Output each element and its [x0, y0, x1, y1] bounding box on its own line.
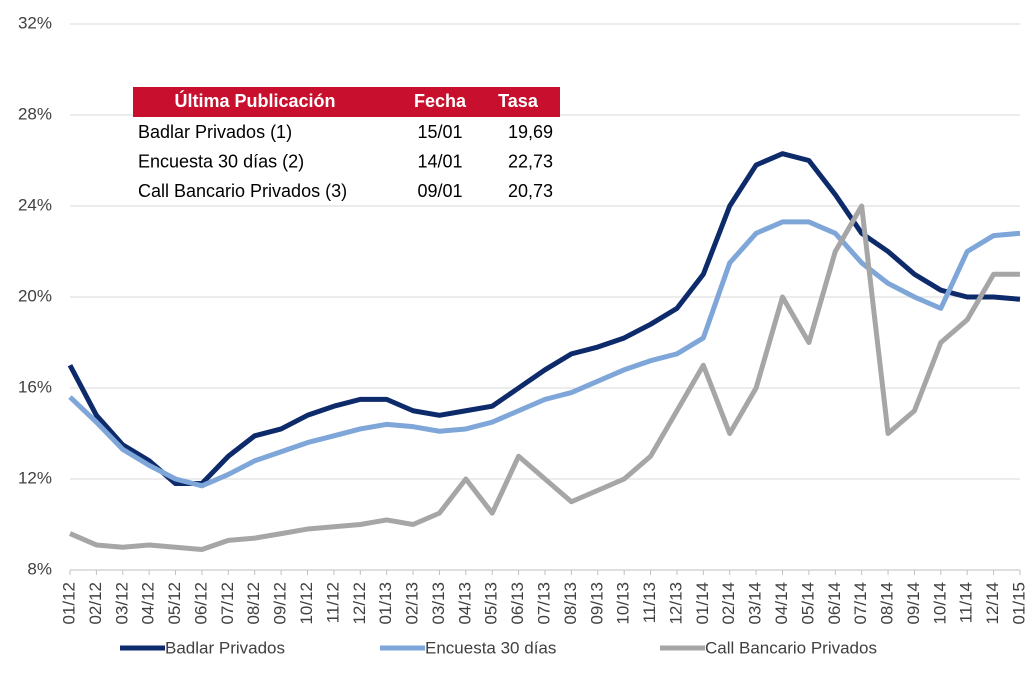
- x-tick-label: 12/14: [983, 582, 1002, 625]
- table-cell: 19,69: [508, 122, 553, 142]
- x-tick-label: 01/12: [59, 582, 78, 625]
- legend-label: Encuesta 30 días: [425, 638, 556, 657]
- x-tick-label: 07/13: [534, 582, 553, 625]
- x-tick-label: 10/13: [614, 582, 633, 625]
- y-tick-label: 20%: [18, 286, 52, 305]
- table-header-bg: [133, 87, 560, 117]
- table-cell: Call Bancario Privados (3): [138, 181, 347, 201]
- x-tick-label: 11/12: [323, 582, 342, 623]
- table-header: Tasa: [498, 91, 539, 111]
- table-cell: Badlar Privados (1): [138, 122, 292, 142]
- y-tick-label: 32%: [18, 13, 52, 32]
- x-tick-label: 06/12: [191, 582, 210, 625]
- table-cell: 22,73: [508, 151, 553, 171]
- x-tick-label: 11/13: [640, 582, 659, 623]
- x-tick-label: 11/14: [957, 582, 976, 623]
- y-tick-label: 24%: [18, 195, 52, 214]
- x-tick-label: 05/13: [482, 582, 501, 625]
- table-cell: 20,73: [508, 181, 553, 201]
- line-series: [69, 203, 1020, 553]
- x-tick-label: 09/14: [904, 582, 923, 625]
- x-tick-label: 01/15: [1009, 582, 1028, 625]
- x-tick-label: 03/12: [112, 582, 131, 625]
- legend-label: Call Bancario Privados: [705, 638, 877, 657]
- x-tick-label: 12/12: [350, 582, 369, 625]
- x-tick-label: 03/14: [746, 582, 765, 625]
- x-tick-label: 06/13: [508, 582, 527, 625]
- y-tick-label: 28%: [18, 104, 52, 123]
- x-tick-label: 08/13: [561, 582, 580, 625]
- table-cell: Encuesta 30 días (2): [138, 151, 304, 171]
- x-tick-label: 04/12: [139, 582, 158, 625]
- x-tick-label: 02/13: [403, 582, 422, 625]
- x-tick-label: 01/14: [693, 582, 712, 625]
- x-tick-label: 09/12: [271, 582, 290, 625]
- x-tick-label: 06/14: [825, 582, 844, 625]
- x-tick-label: 04/14: [772, 582, 791, 625]
- x-tick-label: 08/14: [878, 582, 897, 625]
- table-header: Última Publicación: [174, 90, 335, 111]
- x-tick-label: 05/14: [798, 582, 817, 625]
- x-tick-label: 02/12: [86, 582, 105, 625]
- line-series: [68, 219, 1021, 489]
- table-header: Fecha: [414, 91, 467, 111]
- x-tick-label: 10/12: [297, 582, 316, 625]
- line-series: [67, 151, 1021, 487]
- x-tick-label: 07/12: [218, 582, 237, 625]
- x-tick-label: 04/13: [455, 582, 474, 625]
- x-tick-label: 03/13: [429, 582, 448, 625]
- y-tick-label: 16%: [18, 377, 52, 396]
- x-tick-label: 07/14: [851, 582, 870, 625]
- x-tick-label: 05/12: [165, 582, 184, 625]
- table-cell: 15/01: [417, 122, 462, 142]
- table-cell: 09/01: [417, 181, 462, 201]
- x-tick-label: 09/13: [587, 582, 606, 625]
- table-cell: 14/01: [417, 151, 462, 171]
- x-tick-label: 01/13: [376, 582, 395, 625]
- x-tick-label: 08/12: [244, 582, 263, 625]
- y-tick-label: 12%: [18, 468, 52, 487]
- x-tick-label: 10/14: [930, 582, 949, 625]
- x-tick-label: 02/14: [719, 582, 738, 625]
- y-tick-label: 8%: [27, 559, 52, 578]
- x-tick-label: 12/13: [666, 582, 685, 625]
- legend-label: Badlar Privados: [165, 638, 285, 657]
